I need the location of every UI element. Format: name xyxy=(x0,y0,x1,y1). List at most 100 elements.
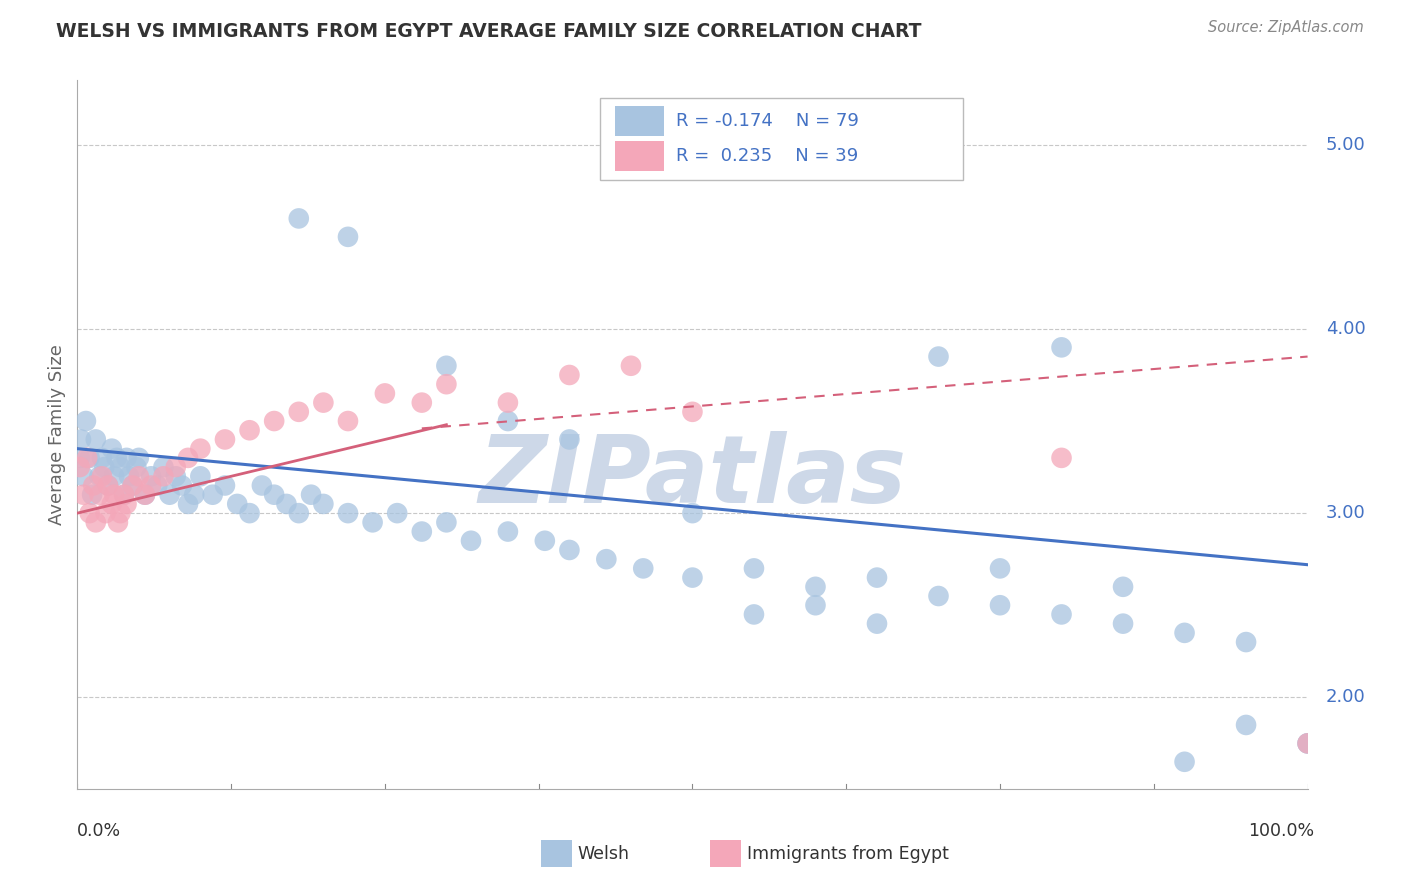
Point xyxy=(226,497,249,511)
Point xyxy=(128,469,150,483)
Point xyxy=(170,478,193,492)
Point xyxy=(125,460,148,475)
Text: WELSH VS IMMIGRANTS FROM EGYPT AVERAGE FAMILY SIZE CORRELATION CHART: WELSH VS IMMIGRANTS FROM EGYPT AVERAGE F… xyxy=(56,22,922,41)
Point xyxy=(385,506,409,520)
Point xyxy=(72,488,94,502)
Point xyxy=(1234,635,1257,649)
Point xyxy=(101,497,124,511)
Point xyxy=(79,450,101,465)
Point xyxy=(928,589,950,603)
Point xyxy=(101,442,124,456)
Point xyxy=(1050,607,1073,622)
Point xyxy=(79,506,101,520)
Point xyxy=(312,395,335,409)
Point xyxy=(1050,450,1073,465)
Point xyxy=(411,524,433,539)
Point xyxy=(69,450,91,465)
Point xyxy=(105,450,128,465)
Point xyxy=(496,414,519,428)
Point xyxy=(337,230,360,244)
Text: ZIPatlas: ZIPatlas xyxy=(478,432,907,524)
Point xyxy=(201,488,224,502)
Point xyxy=(436,359,458,373)
Text: 3.00: 3.00 xyxy=(1326,504,1365,522)
Point xyxy=(496,395,519,409)
Point xyxy=(183,488,205,502)
Point xyxy=(112,488,135,502)
Point xyxy=(1296,736,1319,750)
Point xyxy=(866,571,889,585)
Point xyxy=(1112,580,1135,594)
Text: 0.0%: 0.0% xyxy=(77,822,121,840)
Point xyxy=(82,478,104,492)
Point xyxy=(107,516,129,530)
Point xyxy=(134,488,156,502)
Point xyxy=(103,488,125,502)
Point xyxy=(121,478,143,492)
Point xyxy=(165,460,187,475)
Point xyxy=(239,506,262,520)
Point xyxy=(141,478,163,492)
Point xyxy=(152,460,174,475)
Point xyxy=(177,450,200,465)
Point xyxy=(558,433,581,447)
Point xyxy=(89,469,111,483)
Point xyxy=(534,533,557,548)
Point xyxy=(804,599,827,613)
Point xyxy=(411,395,433,409)
Text: 5.00: 5.00 xyxy=(1326,136,1365,153)
Point xyxy=(250,478,273,492)
Point xyxy=(374,386,396,401)
Point xyxy=(436,377,458,392)
Point xyxy=(214,478,236,492)
Y-axis label: Average Family Size: Average Family Size xyxy=(48,344,66,525)
Text: R = -0.174    N = 79: R = -0.174 N = 79 xyxy=(676,112,859,129)
Point xyxy=(1174,625,1197,640)
Point xyxy=(1234,718,1257,732)
Point xyxy=(110,460,132,475)
Point xyxy=(633,561,655,575)
Point xyxy=(188,442,212,456)
Point xyxy=(1296,736,1319,750)
Point xyxy=(214,433,236,447)
Point xyxy=(84,433,107,447)
Text: R =  0.235    N = 39: R = 0.235 N = 39 xyxy=(676,147,859,165)
Point xyxy=(682,571,704,585)
FancyBboxPatch shape xyxy=(600,98,963,179)
Point xyxy=(110,506,132,520)
Point xyxy=(75,414,97,428)
Point xyxy=(988,561,1011,575)
Point xyxy=(263,488,285,502)
Point xyxy=(288,506,311,520)
Point xyxy=(1174,755,1197,769)
Point xyxy=(288,211,311,226)
Point xyxy=(496,524,519,539)
Point xyxy=(115,450,138,465)
Point xyxy=(1296,736,1319,750)
Point xyxy=(128,450,150,465)
Point xyxy=(460,533,482,548)
Point xyxy=(742,561,765,575)
Point xyxy=(558,543,581,558)
Point xyxy=(620,359,643,373)
Point xyxy=(1050,340,1073,354)
Text: 4.00: 4.00 xyxy=(1326,320,1365,338)
Bar xyxy=(614,141,664,171)
Point xyxy=(152,469,174,483)
Point xyxy=(928,350,950,364)
Point xyxy=(134,488,156,502)
Point xyxy=(69,460,91,475)
Point xyxy=(97,478,120,492)
Point xyxy=(361,516,384,530)
Point xyxy=(682,405,704,419)
Point xyxy=(312,497,335,511)
Point xyxy=(177,497,200,511)
Point xyxy=(90,469,114,483)
Point xyxy=(337,506,360,520)
Point xyxy=(84,516,107,530)
Point xyxy=(288,405,311,419)
Point xyxy=(558,368,581,382)
Point xyxy=(866,616,889,631)
Point xyxy=(804,580,827,594)
Point xyxy=(76,450,98,465)
